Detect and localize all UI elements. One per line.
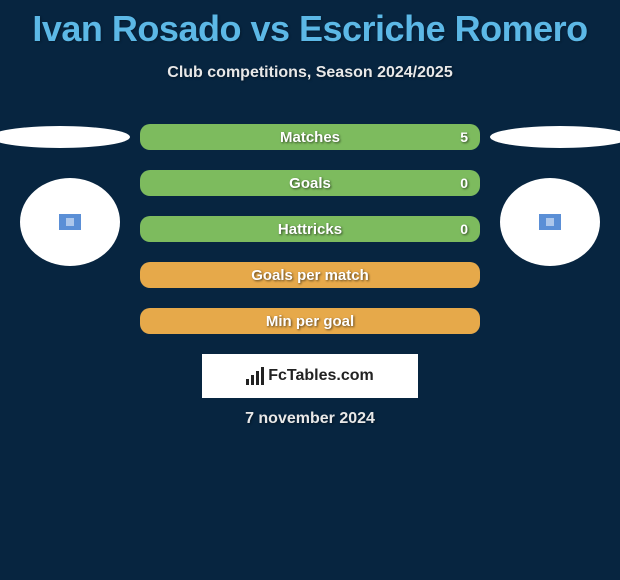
stat-value: 0: [460, 175, 468, 191]
page-title: Ivan Rosado vs Escriche Romero: [0, 0, 620, 50]
date-label: 7 november 2024: [0, 410, 620, 428]
stat-row-goals-per-match: Goals per match: [140, 262, 480, 288]
stat-row-goals: Goals 0: [140, 170, 480, 196]
brand-logo: FcTables.com: [202, 354, 418, 398]
player-left-badge: [59, 214, 81, 230]
stat-value: 5: [460, 129, 468, 145]
subtitle: Club competitions, Season 2024/2025: [0, 64, 620, 82]
stat-row-matches: Matches 5: [140, 124, 480, 150]
stat-label: Min per goal: [266, 313, 354, 330]
stat-label: Hattricks: [278, 221, 342, 238]
stat-label: Goals: [289, 175, 331, 192]
player-right-avatar: [500, 178, 600, 266]
stat-label: Goals per match: [251, 267, 369, 284]
brand-logo-text: FcTables.com: [246, 367, 374, 385]
player-left-avatar: [20, 178, 120, 266]
player-left-oval: [0, 126, 130, 148]
stats-container: Matches 5 Goals 0 Hattricks 0 Goals per …: [140, 124, 480, 354]
brand-logo-icon: [246, 367, 264, 385]
stat-label: Matches: [280, 129, 340, 146]
brand-name: FcTables.com: [268, 367, 374, 385]
stat-row-hattricks: Hattricks 0: [140, 216, 480, 242]
stat-value: 0: [460, 221, 468, 237]
player-right-oval: [490, 126, 620, 148]
player-right-badge: [539, 214, 561, 230]
stat-row-min-per-goal: Min per goal: [140, 308, 480, 334]
